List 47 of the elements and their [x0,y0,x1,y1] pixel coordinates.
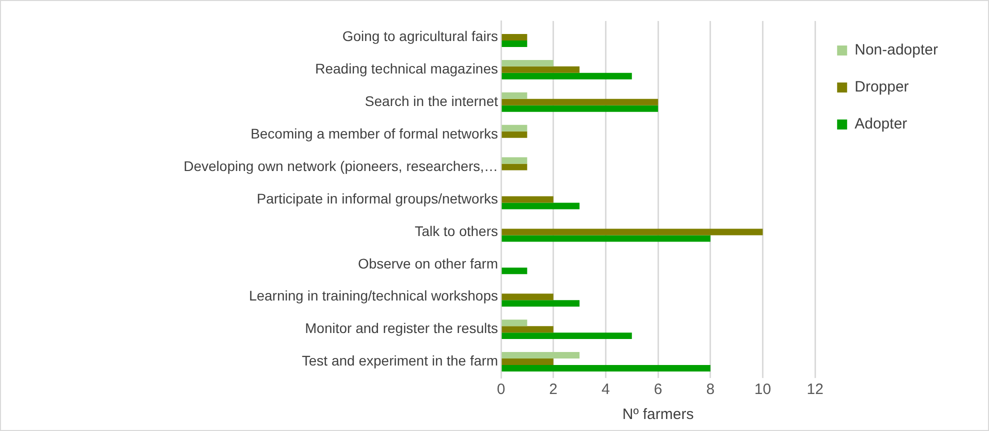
bar [502,300,580,307]
bar [502,60,554,66]
y-tick-label: Observe on other farm [358,255,498,272]
bar [502,157,528,164]
bar [502,105,658,112]
x-tick-label: 10 [754,381,772,398]
bar [502,34,528,40]
bar [502,326,554,333]
y-tick-label: Search in the internet [364,92,498,109]
bar [502,365,710,372]
bar [502,131,528,138]
bar [502,358,554,366]
bar [502,92,528,99]
legend-label: Non-adopter [854,42,938,59]
x-tick-label: 2 [549,381,558,398]
bar [502,202,580,210]
y-tick-label: Becoming a member of formal networks [250,125,498,142]
y-tick-label: Participate in informal groups/networks [256,190,498,206]
bar [502,196,554,203]
bar [502,40,528,47]
bar [502,72,632,80]
bar [502,320,528,326]
bar [502,268,528,274]
bar [502,98,658,106]
x-tick-label: 12 [806,381,824,398]
bar [502,164,528,170]
legend-label: Dropper [854,78,909,96]
x-tick-label: 4 [602,381,610,398]
y-tick-label: Test and experiment in the farm [302,352,498,369]
y-tick-label: Talk to others [414,222,498,239]
bar [502,228,763,236]
bar [502,332,632,340]
y-tick-label: Going to agricultural fairs [342,28,498,44]
legend-label: Adopter [854,116,908,133]
bar [502,235,710,242]
y-tick-label: Learning in training/technical workshops [248,288,498,304]
y-tick-label: Developing own network (pioneers, researchers,… [184,158,498,174]
x-tick-label: 0 [496,381,506,398]
x-tick-label: 6 [654,381,662,398]
y-tick-label: Monitor and register the results [305,320,498,336]
bar [502,66,580,73]
x-tick-label: 8 [706,381,715,398]
x-axis-title: Nº farmers [622,406,694,424]
y-tick-label: Reading technical magazines [315,60,498,77]
bar [502,352,580,359]
bar [502,294,554,300]
bar [502,124,528,132]
